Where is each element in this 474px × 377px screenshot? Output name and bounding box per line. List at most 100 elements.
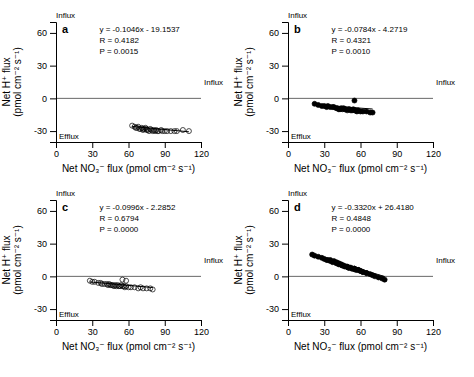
- points: [310, 252, 388, 282]
- x-tick-mark: [397, 320, 398, 326]
- annotation: y = -0.0996x - 2.2852: [100, 203, 176, 212]
- panel: 0306090120-3003060cy = -0.0996x - 2.2852…: [1, 189, 223, 352]
- x-tick-mark: [129, 142, 130, 148]
- x-tick: 60: [356, 142, 366, 159]
- plot-area: [56, 98, 201, 133]
- x-tick-label: 0: [286, 149, 291, 159]
- x-tick: 120: [194, 142, 209, 159]
- x-tick-label: 90: [160, 327, 170, 337]
- y-axis-line: [50, 23, 57, 143]
- y-tick-mark: [50, 211, 56, 212]
- y-tick: -30: [34, 126, 56, 136]
- influx-label: Influx: [288, 189, 307, 198]
- y-tick-label: -30: [34, 304, 47, 314]
- plot-area: [288, 252, 433, 282]
- annotation: P = 0.0000: [100, 225, 139, 234]
- y-tick: 0: [42, 272, 56, 282]
- x-tick: 90: [160, 142, 170, 159]
- point: [370, 110, 375, 115]
- x-axis: 0306090120: [286, 142, 441, 159]
- x-tick-label: 60: [124, 327, 134, 337]
- panel: 0306090120-3003060ay = -0.1046x - 19.153…: [1, 11, 223, 174]
- x-axis: 0306090120: [286, 320, 441, 337]
- point: [124, 278, 129, 283]
- y-tick: -30: [266, 126, 288, 136]
- y-tick-label: 60: [269, 206, 279, 216]
- influx-label: Influx: [56, 11, 75, 20]
- axis-end-label: Influx: [204, 78, 223, 87]
- y-tick-mark: [282, 131, 288, 132]
- annotation: R = 0.6794: [100, 214, 140, 223]
- x-axis-line: [289, 143, 434, 149]
- y-tick: 0: [42, 94, 56, 104]
- y-tick-mark: [282, 244, 288, 245]
- y-axis-line: [282, 201, 289, 321]
- y-tick-mark: [50, 244, 56, 245]
- x-tick-label: 90: [392, 327, 402, 337]
- y-tick-label: 30: [269, 61, 279, 71]
- x-tick-label: 30: [88, 149, 98, 159]
- y-tick: 30: [37, 61, 56, 71]
- annotation: P = 0.0010: [332, 47, 371, 56]
- zero-line: [288, 98, 433, 99]
- zero-line: [288, 276, 433, 277]
- y-tick: -30: [266, 304, 288, 314]
- x-tick: 0: [286, 320, 291, 337]
- y-tick: 0: [274, 272, 288, 282]
- axis-end-label: Influx: [436, 78, 455, 87]
- y-tick-label: -30: [266, 126, 279, 136]
- y-tick-mark: [282, 33, 288, 34]
- y-tick-mark: [282, 276, 288, 277]
- x-tick-mark: [165, 142, 166, 148]
- x-tick-label: 0: [54, 149, 59, 159]
- annotation: R = 0.4848: [332, 214, 372, 223]
- y-tick-mark: [50, 131, 56, 132]
- x-tick: 90: [392, 142, 402, 159]
- x-axis-title: Net NO₃⁻ flux (pmol cm⁻² s⁻¹): [294, 163, 427, 174]
- x-tick: 90: [160, 320, 170, 337]
- x-tick-label: 120: [426, 327, 441, 337]
- x-tick: 0: [286, 142, 291, 159]
- y-tick-label: 0: [42, 94, 47, 104]
- y-axis: -30 0 30 60: [266, 201, 289, 321]
- y-axis-title: Net H⁺ flux(pmol cm⁻² s⁻¹): [1, 47, 23, 116]
- y-tick-mark: [50, 276, 56, 277]
- y-axis: -3003060: [34, 201, 57, 321]
- x-tick-mark: [165, 320, 166, 326]
- x-tick-label: 0: [286, 327, 291, 337]
- x-axis-line: [57, 321, 202, 327]
- y-axis: -3003060: [266, 23, 289, 143]
- points: [312, 98, 375, 115]
- x-tick: 30: [320, 320, 330, 337]
- x-axis-title: Net NO₃⁻ flux (pmol cm⁻² s⁻¹): [294, 341, 427, 352]
- x-tick-mark: [201, 320, 202, 326]
- panel: 0306090120-3003060dy = -0.3320x + 26.418…: [233, 189, 455, 352]
- y-tick-label: 30: [37, 61, 47, 71]
- x-tick: 0: [54, 142, 59, 159]
- x-tick-label: 120: [194, 149, 209, 159]
- x-tick: 60: [124, 142, 134, 159]
- y-axis-line: [282, 23, 289, 143]
- y-tick-mark: [282, 66, 288, 67]
- y-tick-label: 0: [42, 272, 47, 282]
- y-tick-label: 60: [269, 28, 279, 38]
- x-tick: 60: [124, 320, 134, 337]
- x-axis: 0 30 60 90 120: [54, 142, 209, 159]
- y-tick-label: 30: [269, 239, 279, 249]
- y-tick-mark: [282, 309, 288, 310]
- y-tick: 60: [37, 206, 56, 216]
- figure: 0306090120-3003060ay = -0.1046x - 19.153…: [0, 0, 474, 377]
- y-tick: 60: [37, 28, 56, 38]
- axis-end-label: Influx: [204, 256, 223, 265]
- x-tick-label: 120: [194, 327, 209, 337]
- x-tick-mark: [201, 142, 202, 148]
- x-tick: 30: [320, 142, 330, 159]
- x-tick-mark: [324, 320, 325, 326]
- x-tick-label: 60: [124, 149, 134, 159]
- x-tick-label: 30: [320, 327, 330, 337]
- plot-area: [288, 98, 433, 115]
- y-axis-title: Net H⁺ flux(pmol cm⁻² s⁻¹): [1, 225, 23, 294]
- y-tick-mark: [50, 66, 56, 67]
- fit-line: [90, 282, 153, 288]
- annotation: R = 0.4321: [332, 36, 372, 45]
